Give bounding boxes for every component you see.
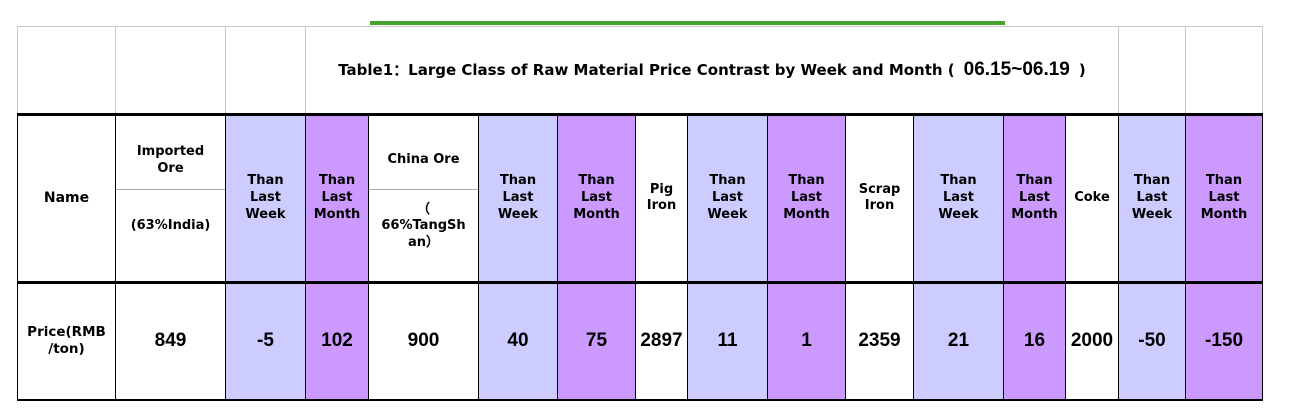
than-last-month-header-scrap-iron: Than Last Month (1003, 113, 1066, 283)
week-change-imported-ore: -5 (225, 280, 306, 401)
material-header-coke: Coke (1065, 113, 1119, 283)
empty-cell (225, 26, 306, 115)
week-change-china-ore: 40 (478, 280, 558, 401)
raw-material-price-table: Table1：Large Class of Raw Material Price… (17, 26, 1263, 401)
name-header-cell: Name (17, 113, 116, 283)
month-change-coke: -150 (1185, 280, 1263, 401)
than-last-week-header-pig-iron: Than Last Week (687, 113, 768, 283)
than-last-week-header-china-ore: Than Last Week (478, 113, 558, 283)
header-row: Name Imported Ore (63%India) Than Last W… (17, 113, 1263, 283)
than-last-week-header-scrap-iron: Than Last Week (913, 113, 1004, 283)
material-spec: (63%India) (116, 188, 225, 264)
week-change-pig-iron: 11 (687, 280, 768, 401)
month-change-scrap-iron: 16 (1003, 280, 1066, 401)
week-change-coke: -50 (1118, 280, 1186, 401)
month-change-pig-iron: 1 (767, 280, 846, 401)
price-imported-ore: 849 (115, 280, 226, 401)
than-last-week-header-coke: Than Last Week (1118, 113, 1186, 283)
table-title-close-paren: ) (1078, 61, 1086, 79)
month-change-imported-ore: 102 (305, 280, 369, 401)
empty-cell (17, 26, 116, 115)
material-header-pig-iron: Pig Iron (635, 113, 688, 283)
than-last-month-header-china-ore: Than Last Month (557, 113, 636, 283)
empty-cell (115, 26, 226, 115)
than-last-week-header-imported-ore: Than Last Week (225, 113, 306, 283)
price-coke: 2000 (1065, 280, 1119, 401)
price-china-ore: 900 (368, 280, 479, 401)
date-range: 06.15~06.19 (963, 59, 1070, 80)
than-last-month-header-imported-ore: Than Last Month (305, 113, 369, 283)
title-row: Table1：Large Class of Raw Material Price… (17, 26, 1263, 115)
material-name: Imported Ore (136, 144, 205, 176)
week-change-scrap-iron: 21 (913, 280, 1004, 401)
row-label-price-rmb-ton: Price(RMB /ton) (17, 280, 116, 401)
table-title-text: Table1：Large Class of Raw Material Price… (338, 61, 955, 79)
material-header-china-ore: China Ore （ 66%TangSh an） (368, 113, 479, 283)
price-pig-iron: 2897 (635, 280, 688, 401)
month-change-china-ore: 75 (557, 280, 636, 401)
than-last-month-header-pig-iron: Than Last Month (767, 113, 846, 283)
price-data-row: Price(RMB /ton) 849 -5 102 900 40 75 289… (17, 280, 1263, 401)
empty-cell (1118, 26, 1186, 115)
material-header-imported-ore: Imported Ore (63%India) (115, 113, 226, 283)
green-accent-line (370, 21, 1005, 25)
table-title-cell: Table1：Large Class of Raw Material Price… (305, 26, 1119, 115)
material-spec: （ 66%TangSh an） (369, 188, 478, 264)
material-header-scrap-iron: Scrap Iron (845, 113, 914, 283)
empty-cell (1185, 26, 1263, 115)
price-scrap-iron: 2359 (845, 280, 914, 401)
than-last-month-header-coke: Than Last Month (1185, 113, 1263, 283)
material-name: China Ore (387, 152, 460, 168)
